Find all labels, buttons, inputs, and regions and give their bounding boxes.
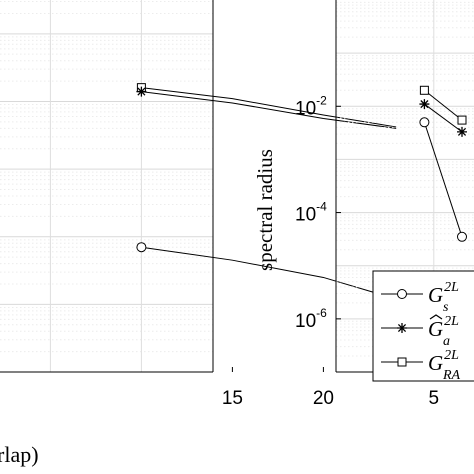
left-x-tick-label: 20 <box>313 388 334 409</box>
right-y-tick-label: 10-2 <box>295 93 327 119</box>
right-y-tick-label: 10-6 <box>295 306 327 332</box>
left-series-point-asterisk <box>136 86 147 97</box>
right-series-point-square <box>419 85 429 95</box>
left-series-point-circle <box>136 242 147 253</box>
legend-hat-accent <box>429 314 443 320</box>
right-series-point-circle <box>419 117 430 128</box>
legend-entry-label: G2L a <box>428 314 459 349</box>
left-grid <box>0 0 213 373</box>
right-series-line-circle <box>423 122 463 237</box>
right-series-line-asterisk <box>424 103 463 133</box>
legend-entry-label: G2L s <box>428 280 459 315</box>
right-series-point-asterisk <box>457 126 467 137</box>
left-chart-panel: 15 20 rlap) <box>0 0 397 467</box>
right-series-point-asterisk <box>419 99 430 110</box>
left-series-line-square <box>141 87 397 128</box>
left-x-tick-label: 15 <box>222 388 243 409</box>
legend-marker-square <box>397 357 407 367</box>
left-series-line-circle <box>141 246 397 300</box>
right-x-tick-label: 5 <box>429 388 440 409</box>
left-x-axis-label: rlap) <box>0 442 39 467</box>
left-series-line-asterisk <box>141 91 397 129</box>
legend-marker-circle <box>397 289 407 299</box>
legend-marker-asterisk <box>397 323 407 333</box>
right-y-tick-label: 10-4 <box>295 200 327 226</box>
legend-box <box>372 270 474 382</box>
right-series-line-square <box>424 89 463 121</box>
right-series-point-square <box>457 115 467 125</box>
right-series-point-circle <box>457 231 467 242</box>
right-y-axis-label: spectral radius <box>253 149 277 271</box>
legend-entry-label: G2L RA <box>428 348 461 383</box>
